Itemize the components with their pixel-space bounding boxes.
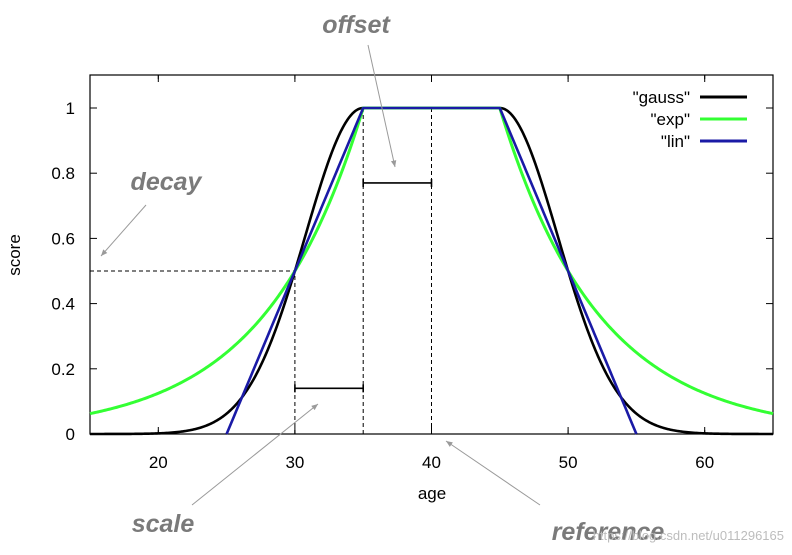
series-line-2 [225,106,638,435]
y-axis-title: score [5,234,24,276]
y-tick-label: 0.8 [51,164,75,183]
ticks: 20 30 40 50 60 0 0.2 0.4 0.6 0.8 1 [51,75,773,472]
y-tick-label: 0.2 [51,360,75,379]
annotations [100,44,541,506]
watermark: https://blog.csdn.net/u011296165 [593,528,784,543]
annotation-scale: scale [132,510,195,538]
annotation-decay: decay [131,168,203,196]
series-group [89,106,774,436]
annotation-offset: offset [322,11,391,39]
x-tick-label: 40 [422,453,441,472]
decay-pointer [100,204,147,257]
y-tick-label: 0.6 [51,229,75,248]
y-tick-label: 1 [66,99,75,118]
y-tick-label: 0 [66,425,75,444]
x-axis-title: age [418,484,446,503]
x-tick-label: 30 [285,453,304,472]
legend-label: "lin" [661,132,690,151]
offset-pointer [367,44,396,168]
y-tick-label: 0.4 [51,295,75,314]
offset-pointer-head [390,160,397,167]
legend-label: "gauss" [633,88,690,107]
reference-pointer-head [446,441,453,447]
x-tick-label: 50 [559,453,578,472]
legend: "gauss" "exp" "lin" [633,88,747,151]
reference-lines [90,108,433,434]
decay-pointer-head [101,249,108,256]
scale-pointer [191,403,319,506]
scale-pointer-head [311,404,318,411]
x-tick-label: 20 [149,453,168,472]
x-tick-label: 60 [695,453,714,472]
reference-pointer [445,440,541,506]
annotation-reference: reference [552,518,665,546]
legend-label: "exp" [651,110,690,129]
